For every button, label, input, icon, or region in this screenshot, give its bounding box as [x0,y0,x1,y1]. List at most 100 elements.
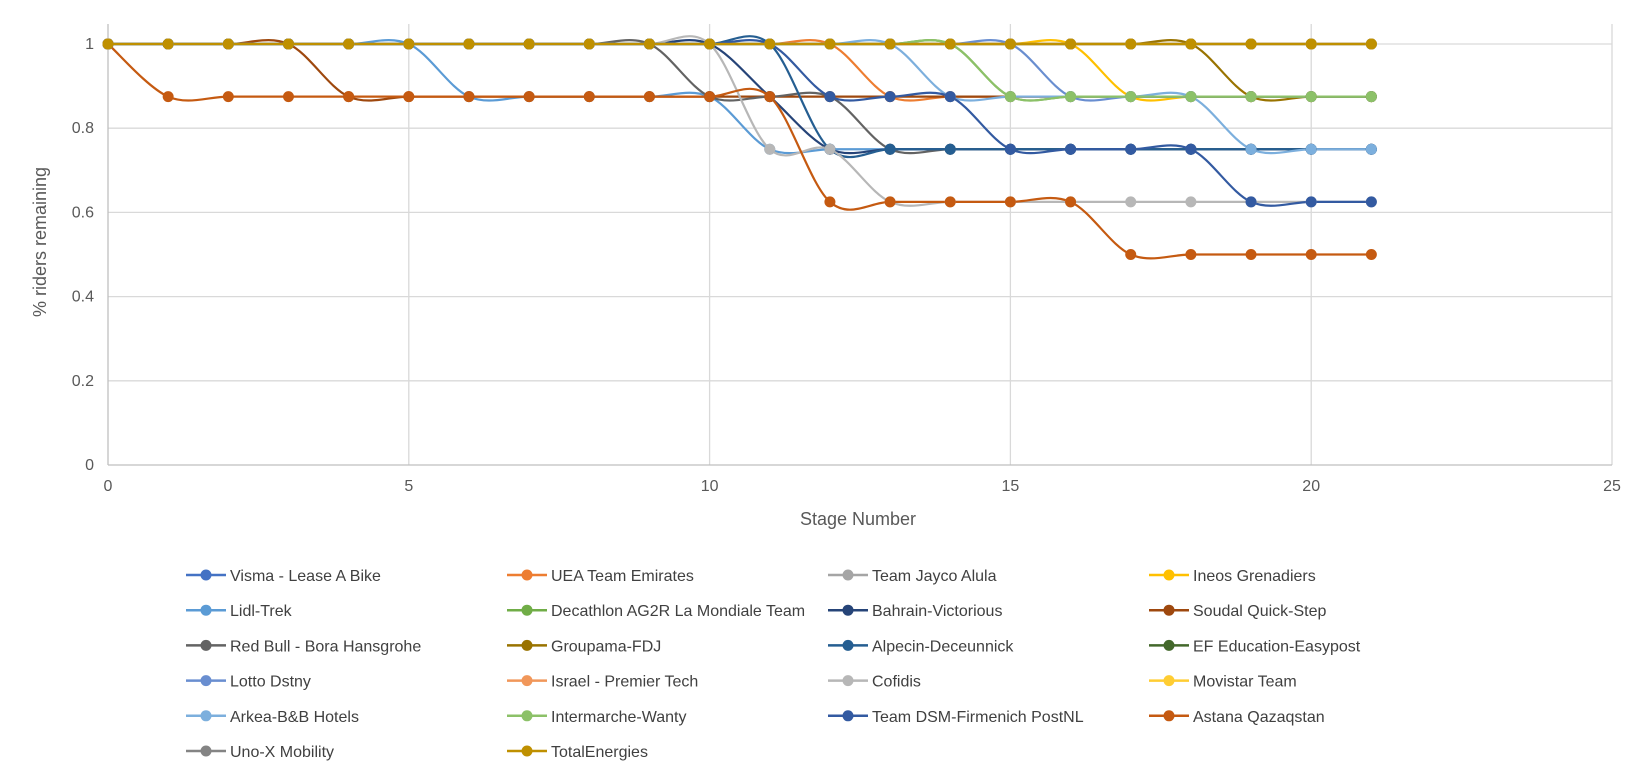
series-line [106,39,1373,102]
data-point [523,91,535,103]
legend-swatch-marker [521,639,533,651]
data-point [1365,38,1377,50]
data-point [523,38,535,50]
legend-entry: Visma - Lease A Bike [186,568,381,585]
legend-entry: Team Jayco Alula [828,568,997,585]
y-tick-label: 0.6 [72,204,94,221]
series-line [106,42,1373,260]
legend-swatch-marker [521,604,533,616]
data-point [1305,249,1317,260]
data-point [1125,196,1137,208]
data-point [343,38,355,50]
data-point [583,91,595,103]
legend-entry: Bahrain-Victorious [828,603,1002,620]
data-point [944,38,956,50]
x-tick-label: 20 [1302,478,1320,495]
data-point [1125,38,1137,50]
data-point [824,143,836,155]
y-tick-label: 0.4 [72,289,94,306]
legend-swatch-marker [521,710,533,722]
data-point [343,91,355,103]
x-axis-title: Stage Number [800,509,916,529]
data-point [463,38,475,50]
legend-swatch-marker [521,745,533,757]
legend-swatch-marker [1163,710,1175,722]
data-point [1245,91,1257,103]
legend-swatch-marker [1163,639,1175,651]
legend-label: Ineos Grenadiers [1193,568,1316,585]
data-point [1065,143,1077,155]
legend-entry: Groupama-FDJ [507,638,661,655]
data-point [1004,38,1016,50]
data-point [944,196,956,208]
data-point [282,38,294,50]
legend-swatch-marker [521,569,533,581]
legend-entry: Decathlon AG2R La Mondiale Team [507,603,805,620]
x-tick-label: 5 [404,478,413,495]
data-point [1245,143,1257,155]
series-markers [102,38,1377,260]
data-point [1245,38,1257,50]
series-lines [106,35,1373,260]
data-point [884,143,896,155]
axes [107,24,1612,466]
data-point [824,91,836,103]
data-point [1245,196,1257,208]
data-point [1305,196,1317,208]
legend-entry: Movistar Team [1149,674,1297,691]
legend-label: Arkea-B&B Hotels [230,709,359,726]
y-tick-label: 1 [85,36,94,53]
legend-label: Movistar Team [1193,674,1297,691]
legend-entry: Team DSM-Firmenich PostNL [828,709,1084,726]
legend-swatch-marker [200,604,212,616]
legend-swatch-marker [842,675,854,687]
legend-swatch-marker [200,569,212,581]
data-point [1004,143,1016,155]
data-point [403,38,415,50]
legend-swatch-marker [1163,604,1175,616]
data-point [1185,196,1197,208]
data-point [463,91,475,103]
data-point [102,38,114,50]
data-point [403,91,415,103]
data-point [1185,249,1197,260]
data-point [1125,249,1137,260]
legend-entry: Lidl-Trek [186,603,293,620]
legend-label: Visma - Lease A Bike [230,568,381,585]
data-point [1365,143,1377,155]
data-point [884,38,896,50]
data-point [643,38,655,50]
data-point [1365,196,1377,208]
data-point [1125,91,1137,103]
legend-swatch-marker [842,710,854,722]
data-point [1305,143,1317,155]
data-point [1125,143,1137,155]
y-tick-label: 0.8 [72,120,94,137]
legend-label: Lidl-Trek [230,603,293,620]
data-point [764,38,776,50]
data-point [282,91,294,103]
legend-entry: TotalEnergies [507,744,648,761]
data-point [1365,249,1377,260]
legend-swatch-marker [200,745,212,757]
x-tick-labels: 0 5 10 15 20 25 [104,478,1621,495]
legend-entry: Arkea-B&B Hotels [186,709,359,726]
legend-label: EF Education-Easypost [1193,638,1361,655]
legend-entry: Lotto Dstny [186,674,311,691]
legend-swatch-marker [1163,675,1175,687]
data-point [1185,38,1197,50]
data-point [884,196,896,208]
legend-swatch-marker [842,604,854,616]
data-point [1185,143,1197,155]
legend-entry: UEA Team Emirates [507,568,694,585]
legend-label: Uno-X Mobility [230,744,334,761]
gridlines [108,24,1613,465]
legend-label: Groupama-FDJ [551,638,661,655]
legend-entry: Soudal Quick-Step [1149,603,1327,620]
legend-label: Alpecin-Deceunnick [872,638,1014,655]
y-axis-title: % riders remaining [30,167,50,317]
data-point [944,143,956,155]
legend-entry: Astana Qazaqstan [1149,709,1325,726]
